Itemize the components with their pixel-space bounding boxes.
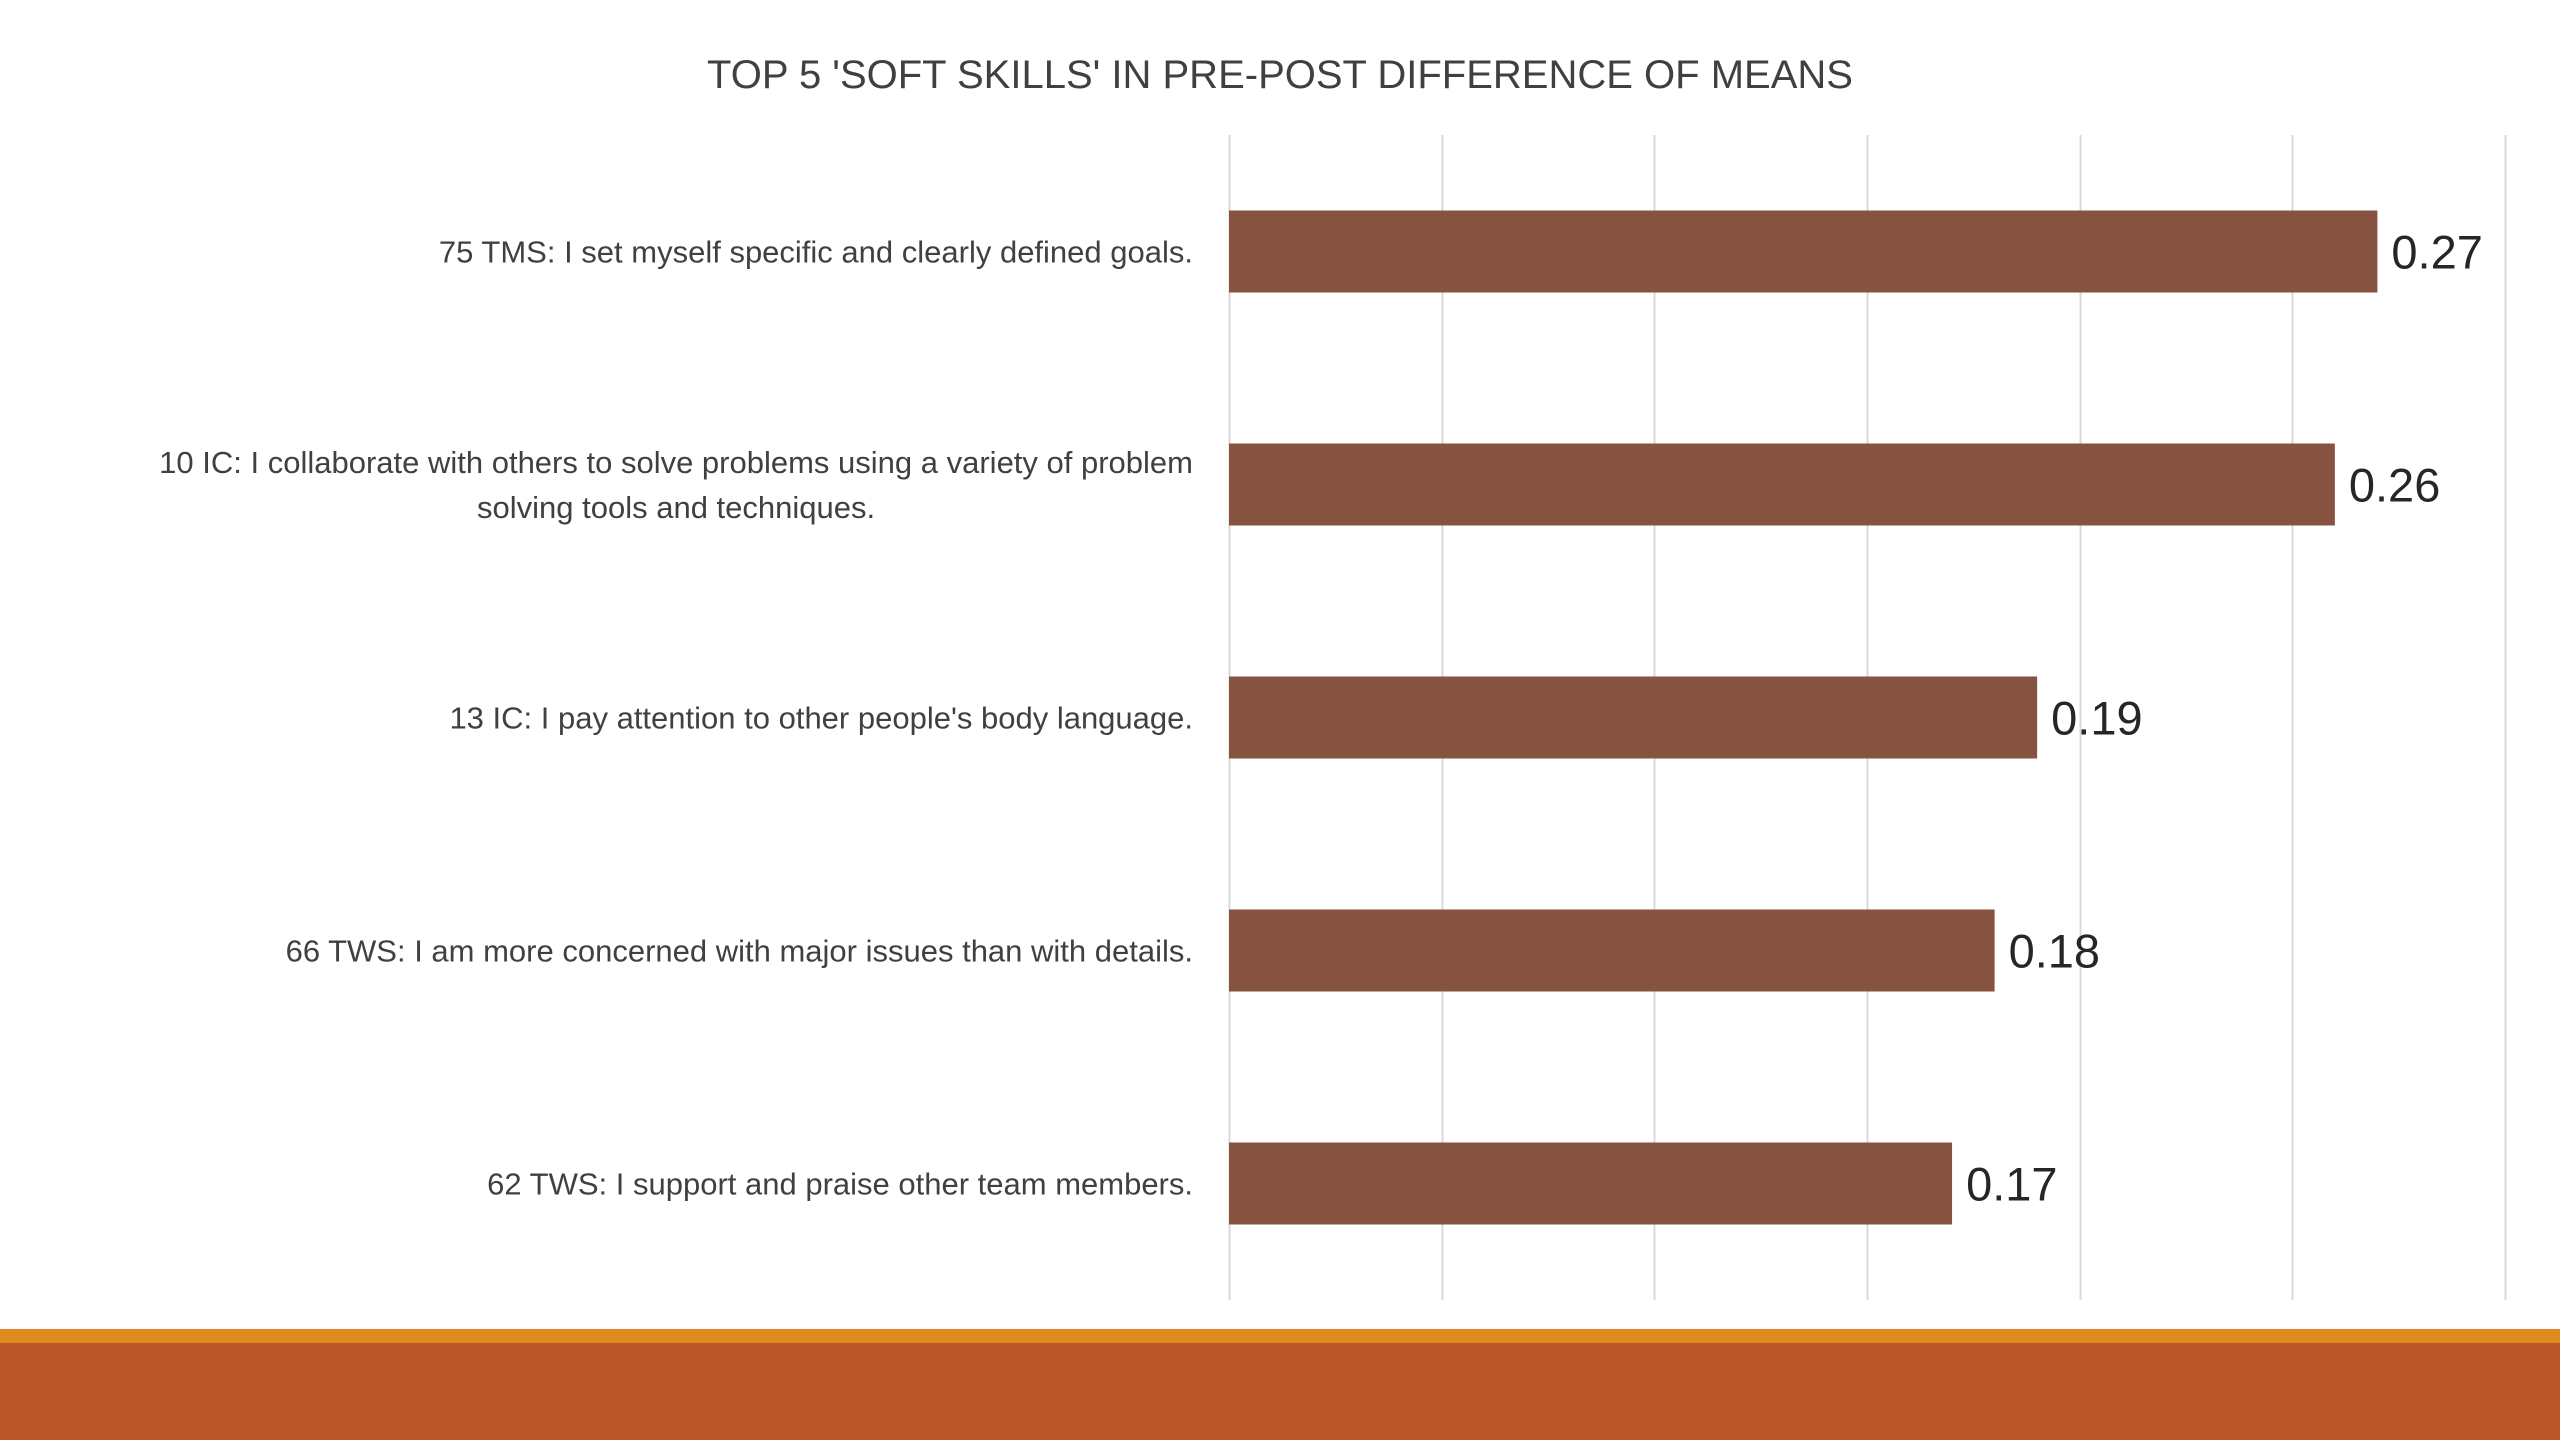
data-label: 0.17 xyxy=(1966,1158,2057,1211)
category-label: 75 TMS: I set myself specific and clearl… xyxy=(439,235,1193,270)
bar xyxy=(1229,443,2335,526)
bar xyxy=(1229,909,1995,992)
chart-title: TOP 5 'SOFT SKILLS' IN PRE-POST DIFFEREN… xyxy=(707,53,1853,97)
data-label: 0.26 xyxy=(2349,459,2440,512)
data-labels: 0.27 0.26 0.19 0.18 0.17 xyxy=(1966,226,2483,1211)
data-label: 0.27 xyxy=(2391,226,2482,279)
category-label: 66 TWS: I am more concerned with major i… xyxy=(286,934,1193,969)
data-label: 0.18 xyxy=(2009,925,2100,978)
footer-band xyxy=(0,1343,2560,1440)
bar xyxy=(1229,1142,1953,1225)
category-label-line: solving tools and techniques. xyxy=(477,490,875,525)
category-label-line: 10 IC: I collaborate with others to solv… xyxy=(159,445,1193,480)
bar xyxy=(1229,210,2378,293)
bars xyxy=(1229,210,2378,1225)
category-label: 10 IC: I collaborate with others to solv… xyxy=(159,445,1193,525)
footer-accent-line xyxy=(0,1329,2560,1343)
data-label: 0.19 xyxy=(2051,692,2142,745)
bar-chart: TOP 5 'SOFT SKILLS' IN PRE-POST DIFFEREN… xyxy=(159,53,2507,1300)
category-label: 13 IC: I pay attention to other people's… xyxy=(449,701,1193,736)
category-label-line: 62 TWS: I support and praise other team … xyxy=(487,1167,1193,1202)
bar xyxy=(1229,676,2038,759)
category-label-line: 13 IC: I pay attention to other people's… xyxy=(449,701,1193,736)
category-label-line: 66 TWS: I am more concerned with major i… xyxy=(286,934,1193,969)
category-label: 62 TWS: I support and praise other team … xyxy=(487,1167,1193,1202)
category-labels: 75 TMS: I set myself specific and clearl… xyxy=(159,235,1193,1202)
category-label-line: 75 TMS: I set myself specific and clearl… xyxy=(439,235,1193,270)
